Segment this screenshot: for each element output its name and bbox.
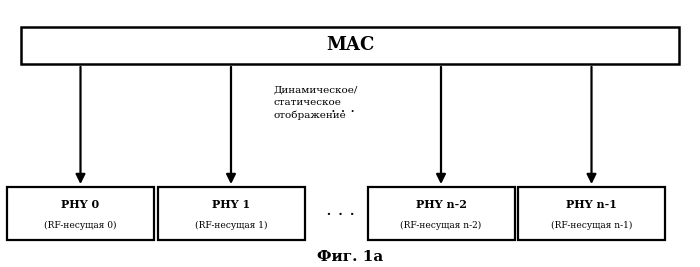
Bar <box>21 27 679 64</box>
Text: PHY 1: PHY 1 <box>212 199 250 210</box>
Text: . . .: . . . <box>326 201 356 219</box>
Text: (RF-несущая 0): (RF-несущая 0) <box>44 221 117 230</box>
Bar <box>368 187 514 240</box>
Text: (RF-несущая n-1): (RF-несущая n-1) <box>551 221 632 230</box>
Text: PHY n-2: PHY n-2 <box>416 199 466 210</box>
Bar <box>7 187 154 240</box>
Bar <box>518 187 665 240</box>
Text: (RF-несущая n-2): (RF-несущая n-2) <box>400 221 482 230</box>
Text: (RF-несущая 1): (RF-несущая 1) <box>195 221 267 230</box>
Text: Динамическое/
статическое
отображение: Динамическое/ статическое отображение <box>273 85 358 120</box>
Text: PHY 0: PHY 0 <box>62 199 99 210</box>
Bar <box>158 187 304 240</box>
Text: MAC: MAC <box>326 36 374 54</box>
Text: Фиг. 1а: Фиг. 1а <box>317 250 383 264</box>
Text: PHY n-1: PHY n-1 <box>566 199 617 210</box>
Text: . . .: . . . <box>331 101 355 115</box>
